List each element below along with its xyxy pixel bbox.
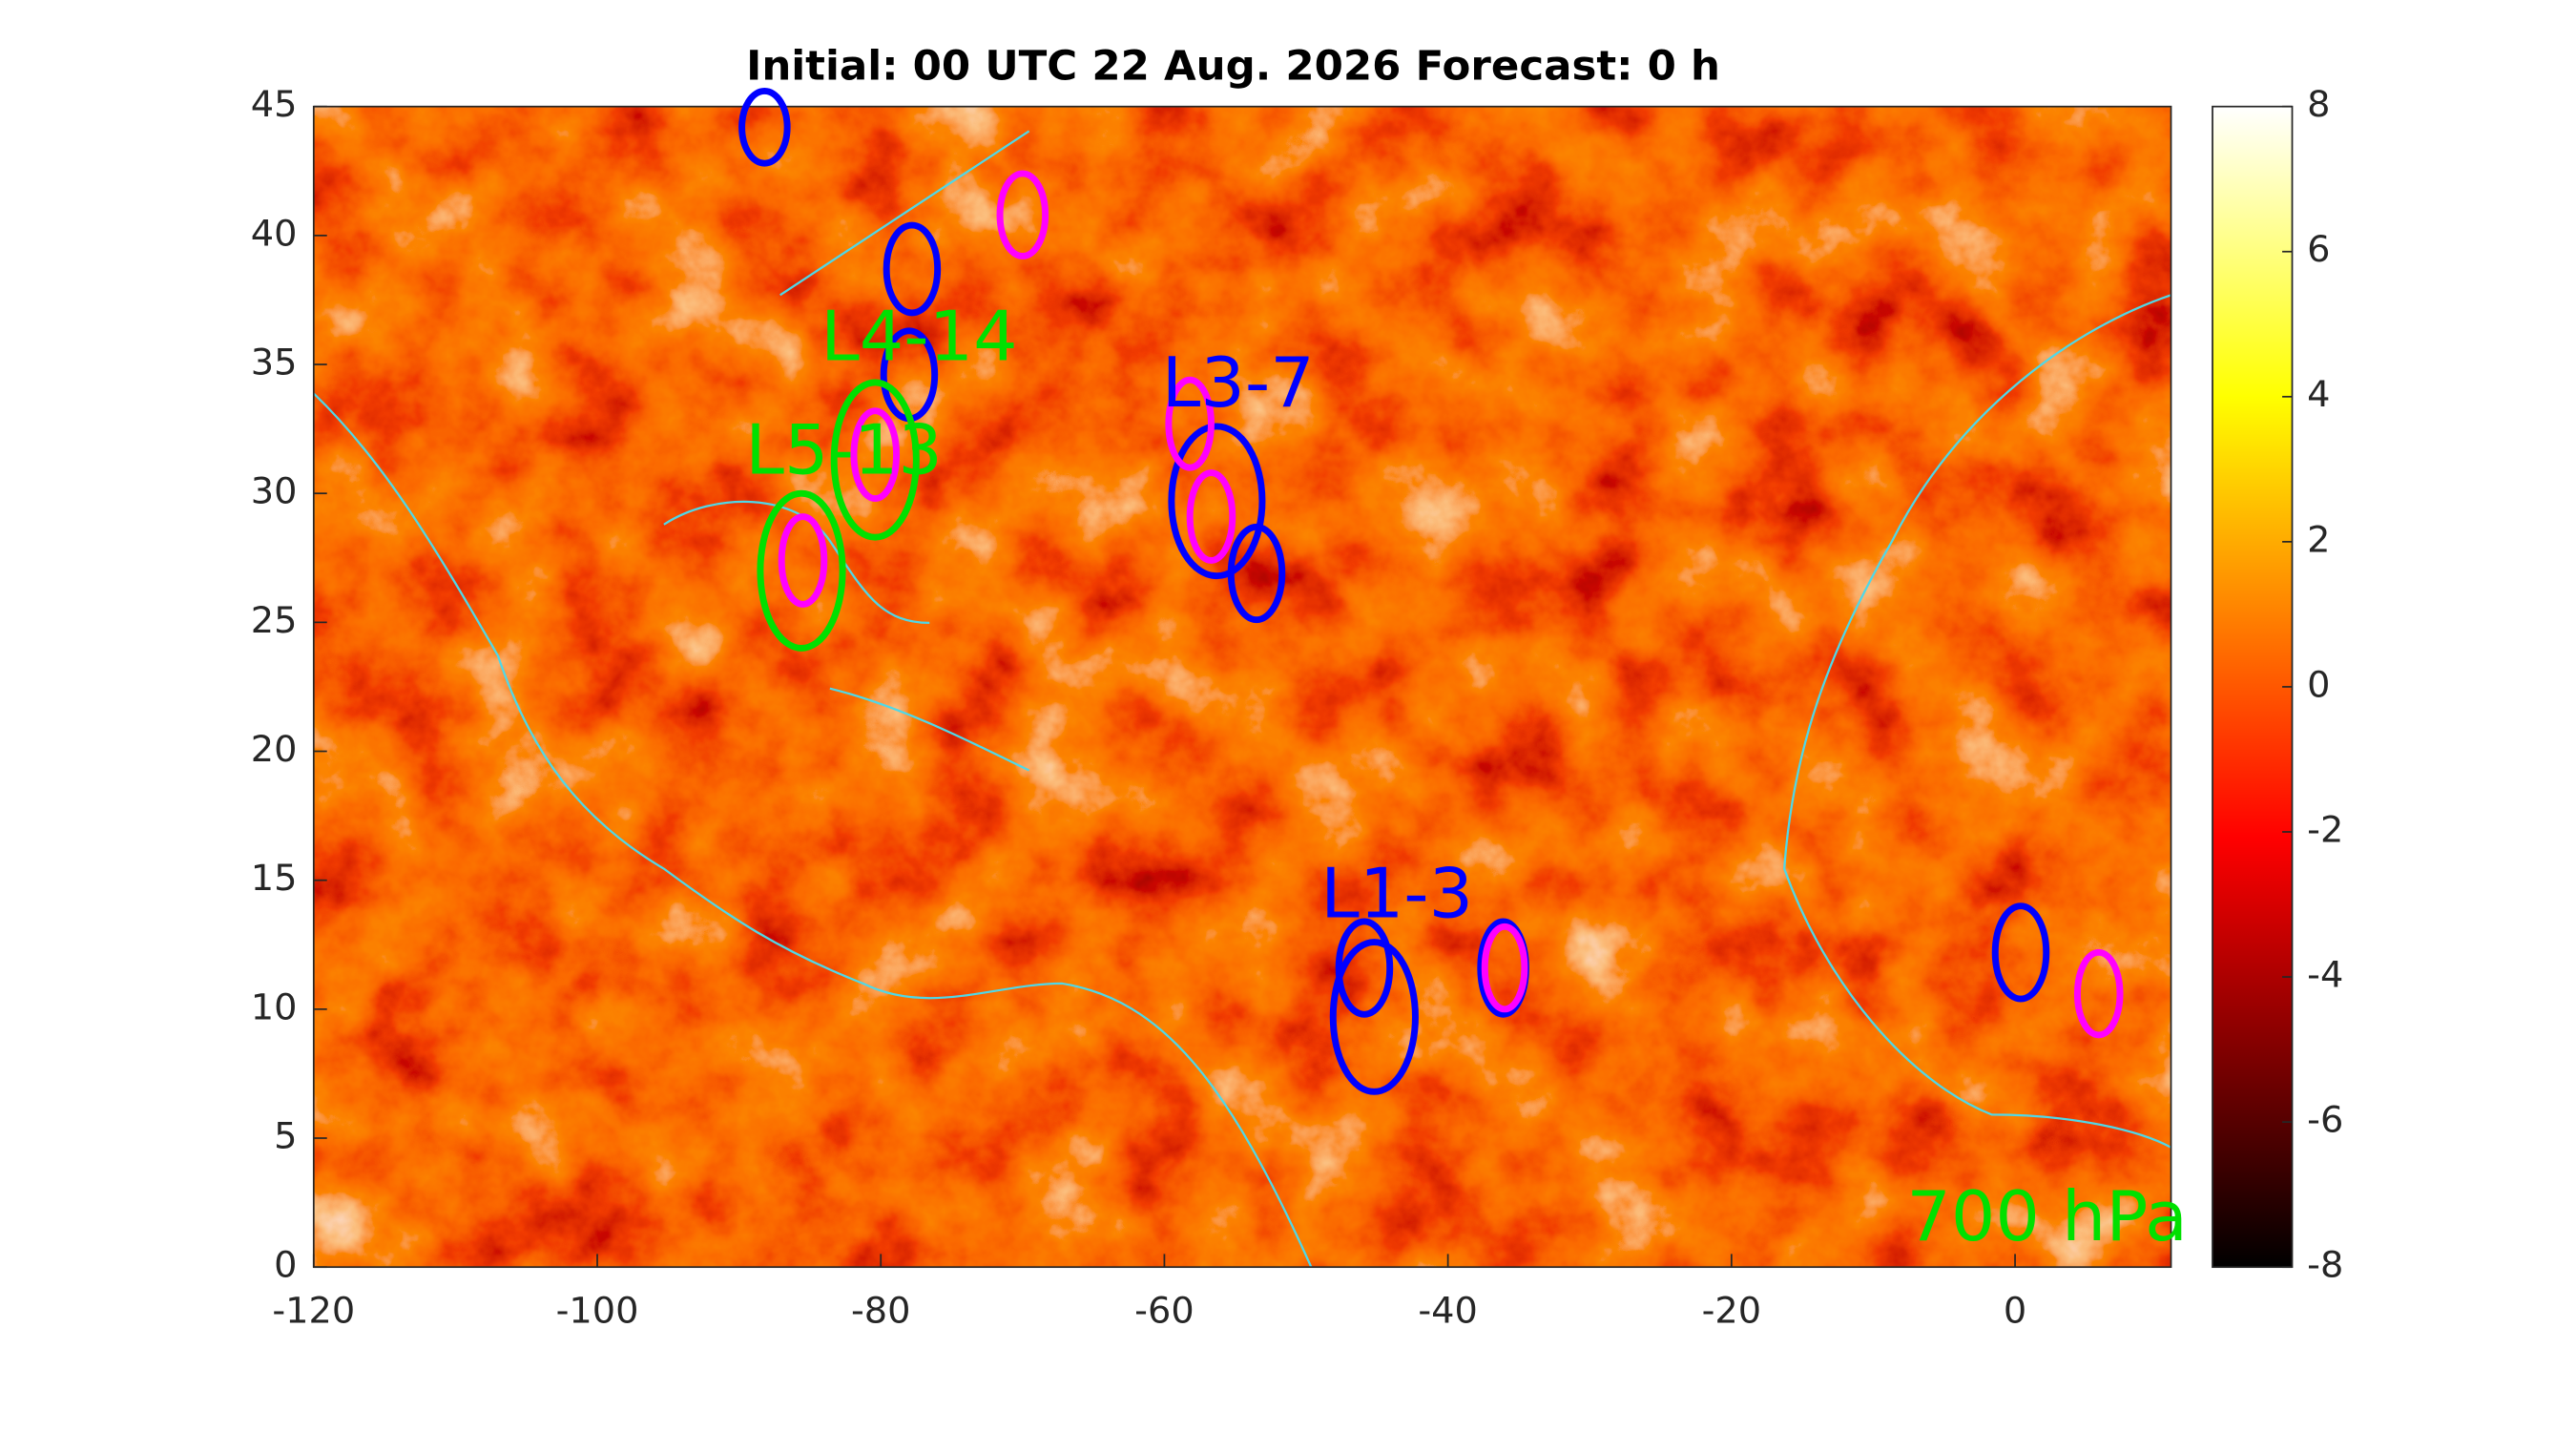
x-tick-label: -60 [1134, 1290, 1194, 1332]
y-tick-label: 0 [274, 1244, 297, 1286]
system-ellipse [850, 407, 901, 503]
colorbar-tick-label: 0 [2307, 664, 2330, 706]
system-ellipse [883, 221, 942, 317]
colorbar-tick-label: -2 [2307, 809, 2343, 851]
x-tick-label: -40 [1418, 1290, 1477, 1332]
system-ellipse [996, 170, 1049, 259]
colorbar-tick-label: 8 [2307, 83, 2330, 125]
y-tick-label: 10 [251, 985, 298, 1027]
system-ellipse [1165, 376, 1215, 471]
system-ellipse [1329, 939, 1419, 1095]
system-label: L5-13 [745, 411, 943, 490]
coastline [663, 500, 930, 625]
field-texture [313, 106, 2171, 1268]
system-ellipse [738, 88, 791, 167]
y-tick-label: 30 [251, 470, 298, 512]
y-tick-label: 45 [251, 83, 298, 125]
y-tick-label: 25 [251, 599, 298, 641]
system-ellipse [778, 513, 828, 608]
colorbar-tick-label: -8 [2307, 1244, 2343, 1286]
coastline [1783, 294, 2171, 1149]
system-label: L4-14 [821, 298, 1018, 377]
plot-frame [312, 105, 2172, 1269]
y-tick-label: 40 [251, 213, 298, 255]
colorbar-tick-label: 6 [2307, 228, 2330, 270]
y-tick-label: 35 [251, 342, 298, 384]
y-tick-label: 15 [251, 857, 298, 899]
y-tick-label: 5 [274, 1115, 297, 1157]
colorbar [2212, 105, 2294, 1269]
coastline [829, 687, 1030, 772]
system-label: L3-7 [1162, 344, 1315, 424]
level-label: 700 hPa [1906, 1177, 2188, 1256]
coastlines [313, 130, 2171, 1268]
system-ellipse [1481, 923, 1528, 1013]
system-ellipse [1186, 469, 1236, 564]
colorbar-tick-label: -4 [2307, 954, 2343, 996]
coastline [313, 392, 1313, 1268]
x-tick-label: 0 [2004, 1290, 2026, 1332]
system-label: L1-3 [1320, 855, 1473, 934]
system-ellipse [1991, 902, 2050, 1003]
x-tick-label: -80 [851, 1290, 910, 1332]
x-tick-label: -100 [556, 1290, 639, 1332]
chart-title: Initial: 00 UTC 22 Aug. 2026 Forecast: 0… [746, 43, 1720, 91]
colorbar-tick-label: -6 [2307, 1099, 2343, 1141]
system-ellipse [757, 489, 846, 652]
x-tick-label: -120 [272, 1290, 355, 1332]
coastline [779, 130, 1030, 297]
colorbar-tick-label: 4 [2307, 373, 2330, 415]
system-ellipse [1227, 523, 1286, 624]
x-tick-label: -20 [1702, 1290, 1761, 1332]
colorbar-tick-label: 2 [2307, 519, 2330, 561]
system-ellipse [1168, 423, 1266, 580]
system-ellipse [1335, 918, 1394, 1018]
y-tick-label: 20 [251, 728, 298, 770]
system-ellipse [830, 379, 920, 541]
system-ellipse [2073, 948, 2124, 1039]
